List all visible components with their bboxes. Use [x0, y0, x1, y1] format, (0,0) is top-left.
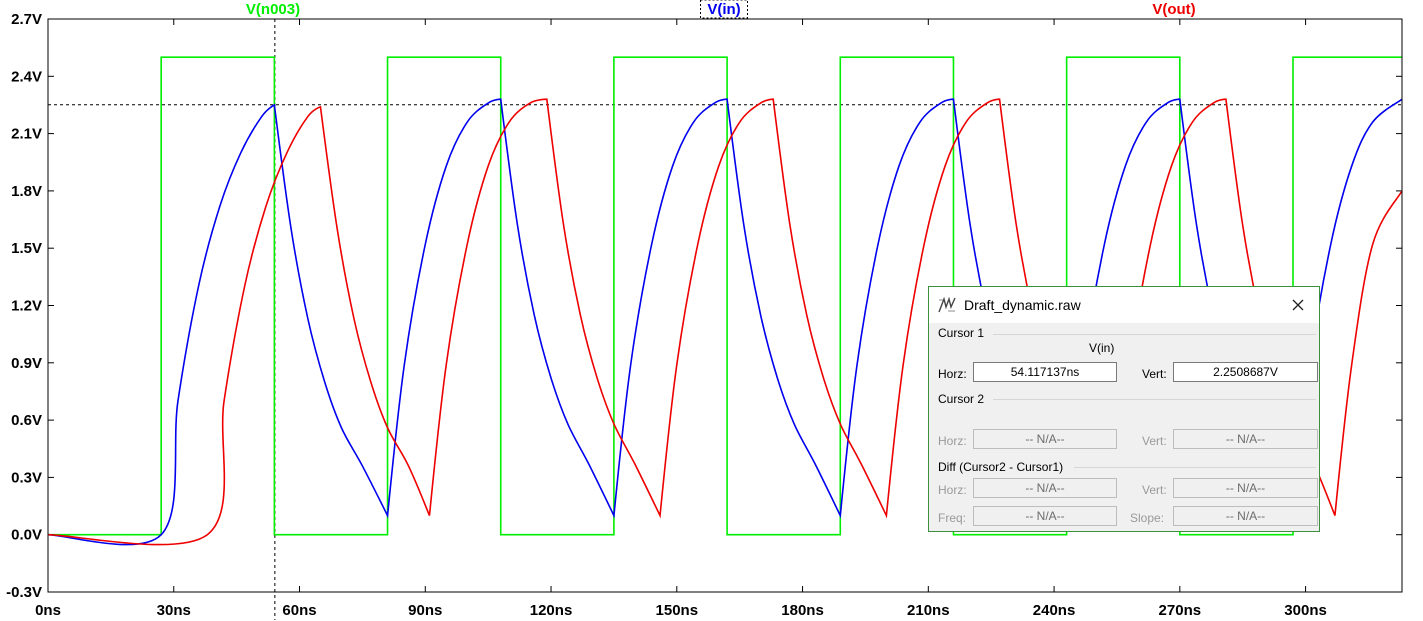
y-tick-label: 1.8V: [11, 183, 42, 200]
plot-frame: [47, 18, 1403, 593]
y-tick-label: 0.0V: [11, 527, 42, 544]
cursor-dialog[interactable]: Draft_dynamic.raw Cursor 1 V(in) Horz: 5…: [928, 286, 1320, 532]
diff-vert-label: Vert:: [1142, 483, 1167, 497]
cursor1-vert-label: Vert:: [1142, 367, 1167, 381]
diff-section-label: Diff (Cursor2 - Cursor1): [938, 460, 1064, 474]
waveform-app-icon: [938, 297, 956, 313]
legend-vin[interactable]: V(in): [707, 1, 740, 18]
y-tick-label: 1.2V: [11, 298, 42, 315]
diff-freq-label: Freq:: [938, 511, 967, 525]
x-tick-label: 240ns: [1033, 602, 1076, 619]
x-tick-label: 90ns: [408, 602, 442, 619]
diff-separator: [1074, 467, 1316, 468]
y-tick-label: 1.5V: [11, 240, 42, 257]
dialog-titlebar[interactable]: Draft_dynamic.raw: [929, 287, 1319, 323]
traces[interactable]: [47, 56, 1403, 546]
y-tick-label: 2.1V: [11, 126, 42, 143]
x-tick-label: 270ns: [1159, 602, 1202, 619]
trace-vn003[interactable]: [48, 56, 1402, 536]
diff-vert-field: -- N/A--: [1173, 478, 1318, 498]
x-tick-label: 60ns: [282, 602, 316, 619]
cursor2-vert-field: -- N/A--: [1173, 429, 1318, 449]
x-tick-label: 30ns: [157, 602, 191, 619]
legend-vout[interactable]: V(out): [1152, 1, 1195, 18]
x-axis-labels: 0ns 30ns 60ns 90ns 120ns 150ns 180ns 210ns 240ns…: [35, 602, 1327, 619]
cursor1-horz-field[interactable]: 54.117137ns: [973, 362, 1117, 382]
y-tick-label: 0.9V: [11, 355, 42, 372]
cursor2-horz-field: -- N/A--: [973, 429, 1117, 449]
diff-horz-field: -- N/A--: [973, 478, 1117, 498]
trace-vin[interactable]: [47, 98, 1403, 546]
dialog-title: Draft_dynamic.raw: [964, 297, 1081, 313]
y-tick-label: 2.7V: [11, 11, 42, 28]
close-icon[interactable]: [1289, 296, 1307, 314]
cursor2-vert-label: Vert:: [1142, 434, 1167, 448]
x-tick-label: 120ns: [530, 602, 573, 619]
x-tick-label: 210ns: [907, 602, 950, 619]
cursor1-trace-name: V(in): [1089, 341, 1115, 355]
cursor1-section-label: Cursor 1: [938, 326, 985, 340]
y-tick-label: 0.6V: [11, 412, 42, 429]
y-tick-label: 2.4V: [11, 68, 42, 85]
cursor1-separator: [993, 334, 1316, 335]
cursor2-separator: [993, 399, 1316, 400]
legend: V(n003) V(in) V(out): [246, 0, 1196, 19]
x-tick-label: 180ns: [781, 602, 824, 619]
y-axis-labels: -0.3V 0.0V 0.3V 0.6V 0.9V 1.2V 1.5V 1.8V 2.1V 2.4…: [6, 11, 42, 601]
cursor2-horz-label: Horz:: [938, 434, 967, 448]
x-tick-label: 300ns: [1284, 602, 1327, 619]
cursor2-section-label: Cursor 2: [938, 392, 985, 406]
x-tick-label: 0ns: [35, 602, 61, 619]
legend-selected-box: [700, 0, 748, 19]
trace-vout[interactable]: [47, 98, 1403, 546]
y-tick-label: 0.3V: [11, 469, 42, 486]
diff-freq-field: -- N/A--: [973, 506, 1117, 526]
x-tick-label: 150ns: [656, 602, 699, 619]
cursor1-vert-field[interactable]: 2.2508687V: [1173, 362, 1318, 382]
cursor1-horz-label: Horz:: [938, 367, 967, 381]
diff-slope-label: Slope:: [1130, 511, 1165, 525]
y-tick-label: -0.3V: [6, 584, 42, 601]
legend-vn003[interactable]: V(n003): [246, 1, 300, 18]
diff-horz-label: Horz:: [938, 483, 967, 497]
diff-slope-field: -- N/A--: [1173, 506, 1318, 526]
